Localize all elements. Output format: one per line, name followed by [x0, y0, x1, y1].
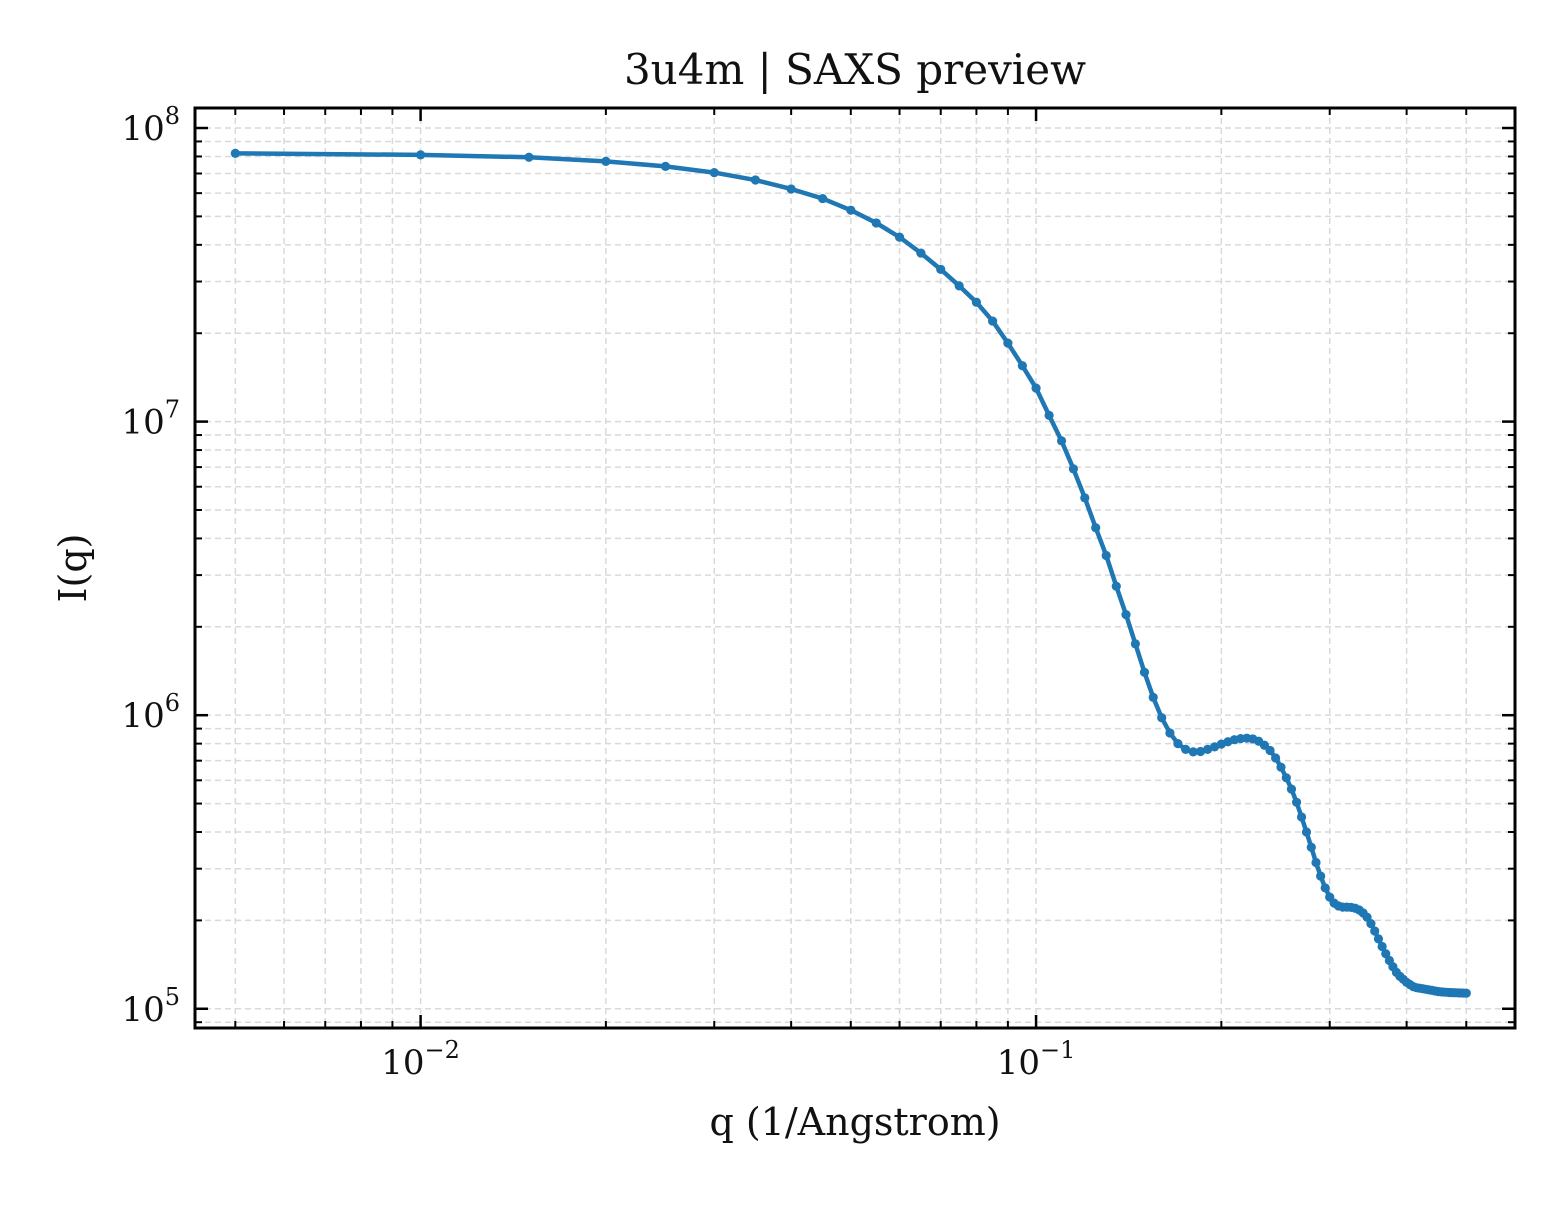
- data-point: [750, 175, 761, 185]
- data-point: [1370, 926, 1380, 936]
- data-point: [1281, 773, 1291, 783]
- data-point: [1296, 812, 1307, 822]
- data-point: [1286, 784, 1297, 794]
- chart-title: 3u4m | SAXS preview: [624, 45, 1086, 94]
- data-point: [1188, 747, 1198, 757]
- data-point: [1121, 610, 1131, 620]
- x-axis-label: q (1/Angstrom): [709, 1100, 1000, 1144]
- data-point: [988, 316, 998, 326]
- data-point: [1148, 692, 1158, 702]
- series-layer: [230, 148, 1471, 998]
- data-point: [1377, 941, 1387, 952]
- data-point: [524, 152, 534, 162]
- data-point: [601, 156, 611, 166]
- data-point: [936, 264, 946, 274]
- grid: [195, 108, 1515, 1028]
- data-point: [1181, 744, 1191, 754]
- data-point: [818, 193, 828, 204]
- data-point: [1461, 988, 1471, 998]
- data-point: [1130, 639, 1140, 649]
- y-axis-label: I(q): [51, 534, 95, 603]
- data-point: [916, 248, 926, 258]
- data-point: [1031, 383, 1041, 393]
- y-tick-label: 108: [121, 102, 180, 149]
- data-point: [1080, 493, 1090, 503]
- data-point: [1381, 949, 1391, 959]
- data-point: [1291, 797, 1302, 807]
- data-point: [1366, 919, 1376, 929]
- data-point: [1301, 827, 1312, 837]
- data-point: [1276, 762, 1286, 772]
- data-point: [846, 205, 856, 215]
- data-point: [1316, 871, 1326, 881]
- data-point: [1068, 464, 1079, 474]
- data-point: [1017, 361, 1027, 371]
- y-tick-label: 106: [121, 689, 180, 736]
- data-point: [1056, 436, 1067, 446]
- data-point: [709, 167, 719, 178]
- data-point: [1165, 728, 1175, 738]
- data-point: [1091, 523, 1101, 533]
- data-point: [1157, 713, 1167, 723]
- data-point: [1373, 934, 1384, 944]
- data-point: [1003, 338, 1013, 348]
- data-point: [871, 218, 881, 228]
- y-tick-label: 107: [121, 396, 180, 443]
- data-point: [415, 150, 426, 160]
- data-point: [1044, 410, 1054, 420]
- data-point: [954, 281, 964, 291]
- data-point: [786, 184, 796, 194]
- x-tick-label: 10−2: [381, 1036, 460, 1083]
- x-tick-label: 10−1: [997, 1036, 1076, 1083]
- data-point: [1139, 667, 1150, 677]
- data-point: [1111, 581, 1121, 591]
- data-point: [1101, 550, 1111, 561]
- data-point: [660, 161, 671, 172]
- ticks: 10−2 10−1 105 106 107 108: [121, 102, 1515, 1083]
- y-tick-label: 105: [121, 983, 180, 1030]
- data-point: [1195, 746, 1206, 757]
- data-point: [230, 148, 240, 158]
- data-point: [1265, 745, 1275, 756]
- data-point: [1320, 883, 1330, 893]
- data-point: [1311, 857, 1321, 868]
- data-point: [1270, 753, 1281, 763]
- data-point: [1173, 739, 1183, 749]
- data-point: [1306, 842, 1316, 852]
- data-point: [971, 297, 982, 307]
- plot-frame: [193, 106, 1517, 1030]
- data-point: [894, 232, 905, 242]
- data-point: [1203, 744, 1213, 754]
